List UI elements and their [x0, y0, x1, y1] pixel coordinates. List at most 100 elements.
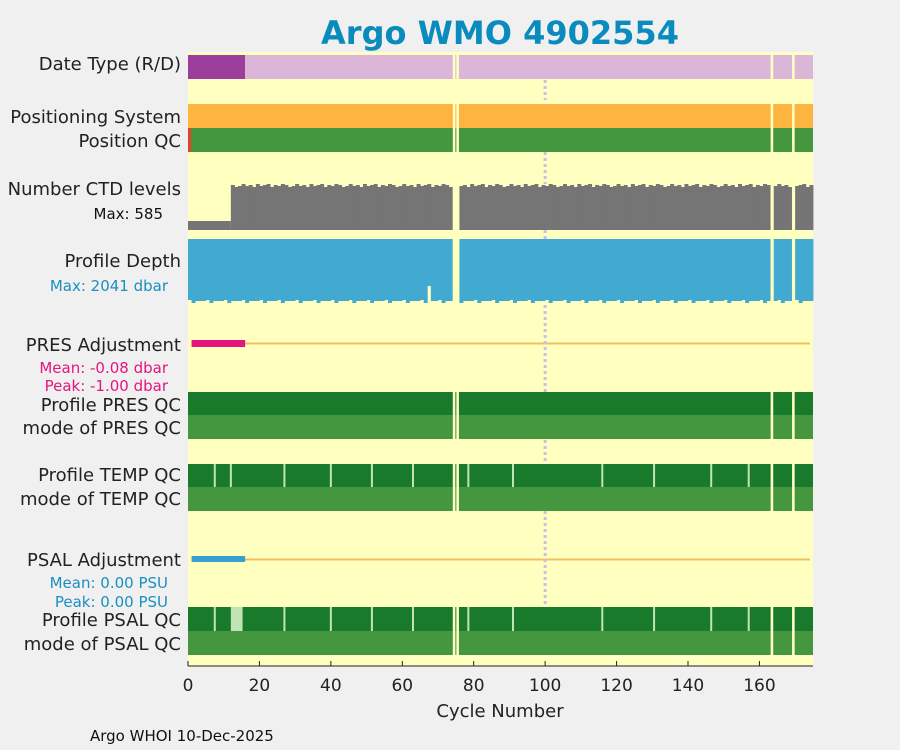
profile-depth-bar — [388, 239, 392, 303]
ctd-levels-bar — [773, 186, 778, 230]
ctd-levels-bar — [763, 184, 767, 230]
psal-qc-break-mark — [240, 607, 243, 631]
ctd-levels-bar — [380, 185, 385, 230]
ctd-levels-bar — [341, 187, 346, 230]
ctd-levels-bar — [573, 187, 578, 230]
ctd-levels-bar — [577, 184, 582, 230]
ctd-levels-bar — [602, 184, 607, 230]
ctd-levels-bar — [459, 186, 464, 230]
ctd-levels-bar — [580, 186, 585, 230]
profile-depth-bar — [338, 239, 342, 301]
ctd-levels-bar — [391, 185, 396, 230]
ctd-levels-bar — [313, 186, 317, 230]
profile-depth-bar — [434, 239, 439, 301]
profile-depth-bar — [648, 239, 653, 301]
profile-psal-qc-bar — [773, 607, 793, 631]
ctd-levels-bar — [595, 185, 600, 230]
profile-psal-qc-bar — [455, 607, 457, 631]
ctd-levels-bar — [502, 187, 507, 230]
footer-credit: Argo WHOI 10-Dec-2025 — [90, 727, 274, 745]
ctd-levels-bar — [638, 185, 642, 230]
profile-depth-bar — [730, 239, 735, 301]
ctd-levels-bar — [723, 184, 728, 230]
profile-depth-bar — [777, 239, 782, 300]
ctd-levels-bar — [370, 185, 375, 230]
row-label-mode-temp-qc: mode of TEMP QC — [20, 489, 181, 510]
profile-depth-bar — [195, 239, 200, 301]
x-tick-label: 20 — [249, 676, 271, 696]
profile-depth-bar — [684, 239, 689, 301]
ctd-levels-bar — [395, 187, 400, 230]
ctd-levels-bar — [627, 187, 632, 230]
ctd-levels-bar — [555, 187, 560, 230]
profile-depth-bar — [670, 239, 675, 300]
profile-depth-bar — [348, 239, 353, 300]
positioning-system-bar — [794, 104, 813, 128]
profile-depth-bar — [809, 239, 814, 301]
ctd-levels-bar — [727, 186, 732, 230]
profile-depth-bar — [320, 239, 325, 301]
profile-depth-bar — [241, 239, 246, 300]
profile-pres-qc-bar — [458, 392, 771, 415]
ctd-levels-bar — [263, 185, 267, 230]
ctd-levels-bar — [466, 187, 471, 230]
ctd-levels-bar — [355, 185, 360, 230]
profile-depth-bar — [691, 239, 696, 303]
profile-depth-bar — [359, 239, 364, 301]
profile-depth-bar — [591, 239, 596, 301]
ctd-levels-bar — [527, 186, 532, 230]
profile-depth-bar — [466, 239, 471, 301]
profile-depth-bar — [555, 239, 560, 301]
profile-depth-bar — [677, 239, 682, 301]
ctd-levels-bar — [270, 187, 275, 230]
ctd-levels-bar — [330, 186, 335, 230]
row-label-date-type: Date Type (R/D) — [39, 54, 181, 75]
ctd-levels-bar — [320, 184, 325, 230]
positioning-system-bar — [188, 104, 453, 128]
temp-qc-break-mark — [710, 464, 713, 487]
profile-depth-bar — [802, 239, 807, 301]
ctd-levels-bar — [688, 186, 692, 230]
ctd-levels-bar — [541, 185, 546, 230]
profile-depth-bar — [502, 239, 507, 301]
profile-depth-bar — [752, 239, 757, 301]
ctd-levels-bar — [684, 184, 689, 230]
profile-depth-bar — [780, 239, 785, 303]
profile-depth-bar — [209, 239, 214, 303]
psal-qc-break-mark — [512, 607, 514, 631]
ctd-levels-bar — [284, 185, 289, 230]
ctd-levels-bar — [709, 184, 714, 230]
profile-pres-qc-bar — [188, 392, 453, 415]
ctd-levels-bar — [316, 185, 321, 230]
ctd-levels-bar — [488, 185, 492, 230]
profile-depth-bar — [273, 239, 278, 301]
row-label-profile-depth: Profile Depth — [64, 251, 181, 272]
ctd-levels-bar — [334, 184, 339, 230]
profile-depth-bar — [377, 239, 382, 301]
profile-depth-bar — [773, 239, 778, 301]
profile-depth-bar — [355, 239, 360, 301]
date-type-delayed-bar — [455, 55, 457, 79]
ctd-levels-bar — [266, 184, 271, 230]
profile-depth-bar — [798, 239, 803, 303]
psal-adjustment-peak: Peak: 0.00 PSU — [55, 593, 168, 611]
profile-depth-bar — [288, 239, 292, 301]
row-label-profile-temp-qc: Profile TEMP QC — [38, 465, 181, 486]
profile-depth-bar — [641, 239, 646, 301]
ctd-levels-bar — [484, 187, 489, 230]
profile-depth-bar — [405, 239, 410, 303]
ctd-levels-bar — [584, 185, 589, 230]
profile-depth-bar — [638, 239, 642, 303]
profile-depth-bar — [598, 239, 603, 300]
profile-depth-bar — [345, 239, 350, 301]
ctd-levels-bar — [734, 187, 739, 230]
temp-qc-break-mark — [412, 464, 414, 487]
profile-depth-bar — [505, 239, 510, 301]
ctd-levels-bar — [780, 186, 785, 230]
profile-depth-bar — [538, 239, 542, 301]
ctd-levels-bar — [570, 185, 575, 230]
profile-depth-bar — [363, 239, 367, 301]
profile-psal-qc-bar — [794, 607, 813, 631]
ctd-levels-bar — [420, 186, 425, 230]
profile-depth-bar — [313, 239, 317, 300]
